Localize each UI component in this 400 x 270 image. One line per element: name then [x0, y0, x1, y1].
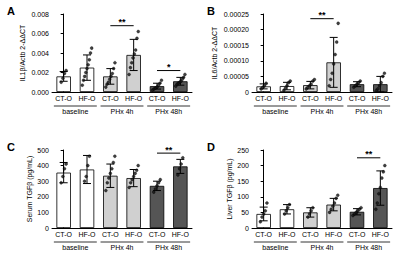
svg-text:Liver TGFβ (pg/mL): Liver TGFβ (pg/mL) — [226, 158, 234, 219]
svg-text:CT-O: CT-O — [349, 95, 366, 102]
svg-text:0: 0 — [245, 89, 249, 96]
svg-text:A: A — [7, 5, 15, 17]
svg-text:PHx 4h: PHx 4h — [111, 244, 134, 251]
svg-text:HF-O: HF-O — [278, 231, 296, 238]
svg-text:HF-O: HF-O — [325, 95, 343, 102]
svg-text:D: D — [207, 141, 215, 153]
svg-text:200: 200 — [237, 162, 249, 169]
svg-text:*: * — [167, 62, 171, 72]
svg-text:HF-O: HF-O — [125, 231, 143, 238]
svg-text:0.006: 0.006 — [31, 30, 49, 37]
svg-text:0.00015: 0.00015 — [224, 42, 249, 49]
svg-text:CT-O: CT-O — [149, 231, 166, 238]
svg-text:CT-O: CT-O — [149, 95, 166, 102]
svg-text:0.00010: 0.00010 — [224, 57, 249, 64]
svg-text:CT-O: CT-O — [102, 231, 119, 238]
svg-text:CT-O: CT-O — [255, 231, 272, 238]
svg-text:baseline: baseline — [262, 108, 288, 115]
svg-text:HF-O: HF-O — [372, 95, 390, 102]
svg-text:250: 250 — [237, 147, 249, 154]
svg-text:400: 400 — [37, 162, 49, 169]
svg-text:**: ** — [165, 145, 173, 155]
svg-text:500: 500 — [37, 147, 49, 154]
svg-text:PHx 4h: PHx 4h — [311, 108, 334, 115]
svg-text:**: ** — [318, 10, 326, 20]
svg-text:CT-O: CT-O — [349, 231, 366, 238]
svg-text:HF-O: HF-O — [125, 95, 143, 102]
svg-text:PHx 48h: PHx 48h — [355, 244, 382, 251]
svg-text:PHx 4h: PHx 4h — [311, 244, 334, 251]
svg-text:CT-O: CT-O — [55, 95, 72, 102]
svg-text:CT-O: CT-O — [255, 95, 272, 102]
svg-text:Serum TGFβ (pg/mL): Serum TGFβ (pg/mL) — [26, 156, 34, 223]
svg-text:CT-O: CT-O — [302, 95, 319, 102]
svg-text:0.004: 0.004 — [31, 50, 49, 57]
svg-text:HF-O: HF-O — [172, 231, 190, 238]
svg-text:0.00005: 0.00005 — [224, 73, 249, 80]
svg-text:CT-O: CT-O — [55, 231, 72, 238]
svg-text:IL1β/Actb 2-ΔΔCT: IL1β/Actb 2-ΔΔCT — [19, 24, 27, 81]
svg-text:0.00020: 0.00020 — [224, 26, 249, 33]
svg-text:150: 150 — [237, 178, 249, 185]
svg-text:0.008: 0.008 — [31, 11, 49, 18]
svg-text:HF-O: HF-O — [78, 95, 96, 102]
svg-text:HF-O: HF-O — [78, 231, 96, 238]
svg-text:0.00025: 0.00025 — [224, 11, 249, 18]
svg-text:IL6/Actb 2-ΔΔCT: IL6/Actb 2-ΔΔCT — [211, 26, 218, 79]
svg-text:B: B — [207, 5, 215, 17]
svg-text:200: 200 — [37, 193, 49, 200]
svg-text:0.002: 0.002 — [31, 69, 49, 76]
svg-text:0: 0 — [245, 225, 249, 232]
svg-text:**: ** — [365, 149, 373, 159]
svg-text:HF-O: HF-O — [172, 95, 190, 102]
svg-text:0: 0 — [45, 225, 49, 232]
svg-text:100: 100 — [237, 193, 249, 200]
svg-text:PHx 48h: PHx 48h — [155, 244, 182, 251]
svg-text:100: 100 — [37, 209, 49, 216]
svg-text:HF-O: HF-O — [372, 231, 390, 238]
svg-text:CT-O: CT-O — [102, 95, 119, 102]
svg-text:baseline: baseline — [262, 244, 288, 251]
svg-text:**: ** — [118, 17, 126, 27]
svg-text:C: C — [7, 141, 15, 153]
svg-text:PHx 4h: PHx 4h — [111, 108, 134, 115]
svg-text:PHx 48h: PHx 48h — [355, 108, 382, 115]
svg-text:300: 300 — [37, 178, 49, 185]
svg-text:0.000: 0.000 — [31, 89, 49, 96]
svg-text:HF-O: HF-O — [278, 95, 296, 102]
svg-text:baseline: baseline — [62, 244, 88, 251]
svg-text:PHx 48h: PHx 48h — [155, 108, 182, 115]
svg-text:CT-O: CT-O — [302, 231, 319, 238]
svg-text:baseline: baseline — [62, 108, 88, 115]
svg-text:HF-O: HF-O — [325, 231, 343, 238]
svg-text:50: 50 — [241, 209, 249, 216]
